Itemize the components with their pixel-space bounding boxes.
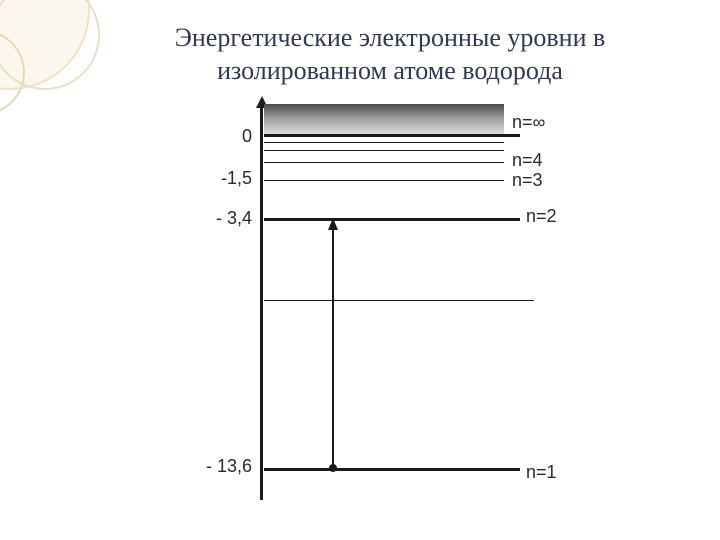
level-n5	[264, 150, 504, 151]
slide-title: Энергетические электронные уровни в изол…	[100, 22, 680, 87]
level-n1	[264, 468, 520, 471]
transition-origin-dot	[329, 464, 337, 472]
n-label-inf: n=∞	[512, 112, 545, 133]
level-n6	[264, 142, 504, 143]
energy-label-n1: - 13,6	[190, 456, 252, 477]
energy-label-0: 0	[190, 126, 252, 147]
energy-level-diagram: 0 -1,5 - 3,4 - 13,6 n=∞ n=4 n=3 n=2 n=1	[190, 100, 570, 500]
n-label-4: n=4	[512, 150, 543, 171]
level-n-inf	[264, 134, 520, 137]
level-n2	[264, 218, 520, 221]
deco-circle-medium	[0, 0, 100, 90]
energy-label-n2: - 3,4	[190, 208, 252, 229]
continuum-band	[264, 104, 504, 134]
deco-circle-large	[0, 0, 90, 90]
level-n3	[264, 180, 504, 181]
level-mid	[264, 300, 534, 301]
transition-arrow	[332, 224, 334, 468]
deco-circle-small	[0, 30, 25, 115]
y-axis	[260, 104, 263, 500]
n-label-1: n=1	[526, 462, 557, 483]
n-label-2: n=2	[526, 206, 557, 227]
energy-label-n3: -1,5	[190, 168, 252, 189]
n-label-3: n=3	[512, 170, 543, 191]
transition-arrowhead	[328, 218, 338, 230]
level-n4	[264, 162, 504, 163]
